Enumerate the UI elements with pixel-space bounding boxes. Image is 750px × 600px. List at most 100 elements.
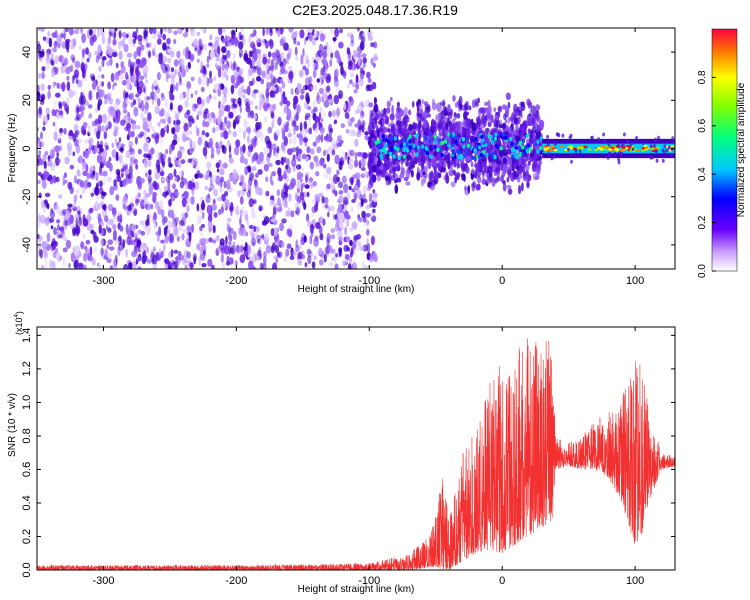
spectrogram-cell — [228, 240, 232, 246]
spectrogram-cell — [38, 249, 42, 257]
spectrogram-cell — [465, 166, 470, 174]
spectrogram-cell — [85, 47, 89, 55]
spectrogram-cell — [273, 255, 279, 261]
spectrogram-cell — [70, 63, 75, 71]
spectrogram-cell — [135, 97, 139, 102]
spectrogram-cell — [134, 198, 140, 204]
spectrogram-cell — [665, 148, 669, 153]
spectrogram-cell — [607, 142, 611, 147]
spectrogram-cell — [125, 248, 128, 258]
spectrogram-cell — [159, 200, 164, 210]
spectrogram-cell — [570, 152, 574, 157]
spectrogram-cell — [221, 28, 227, 34]
spectrogram-cell — [81, 33, 86, 44]
spectrogram-cell — [186, 86, 190, 96]
spectrogram-cell — [342, 196, 348, 206]
spectrogram-cell — [340, 123, 345, 129]
spectrogram-cell — [234, 260, 238, 266]
spectrogram-cell — [217, 68, 222, 78]
spectrogram-cell — [81, 48, 86, 56]
spectrogram-hotspot — [477, 145, 482, 150]
spectrogram-cell — [209, 70, 212, 79]
spectrogram-cell — [147, 175, 152, 183]
spectrogram-cell — [282, 96, 288, 105]
spectrogram-cell — [96, 147, 100, 153]
spectrogram-cell — [263, 256, 267, 267]
spectrogram-cell — [411, 100, 415, 108]
spectrogram-cell — [305, 112, 311, 118]
spectrogram-cell — [101, 74, 105, 79]
spectrogram-cell — [45, 107, 51, 115]
spectrogram-cell — [53, 100, 58, 109]
spectrogram-cell — [296, 164, 300, 170]
spectrogram-cell — [272, 56, 278, 62]
spectrogram-cell — [121, 79, 127, 86]
spectrogram-cell — [215, 126, 219, 132]
spectrogram-cell — [212, 198, 216, 205]
spectrogram-cell — [85, 239, 91, 245]
spectrogram-cell — [194, 181, 200, 190]
spectrogram-cell — [154, 53, 158, 58]
spectrogram-cell — [457, 126, 463, 134]
spectrogram-hotspot — [484, 142, 488, 147]
spectrogram-cell — [305, 174, 308, 184]
spectrogram-cell — [291, 147, 297, 153]
spectrogram-cell — [260, 78, 265, 85]
spectrogram-cell — [402, 120, 408, 129]
spectrogram-cell — [459, 103, 463, 110]
spectrogram-cell — [173, 168, 177, 177]
spectrogram-cell — [329, 98, 334, 103]
spectrogram-cell — [299, 69, 304, 78]
spectrogram-cell — [208, 77, 213, 84]
spectrogram-hotspot — [417, 145, 421, 150]
spectrogram-cell — [478, 109, 482, 118]
spectrogram-cell — [432, 162, 436, 168]
spectrogram-cell — [399, 171, 405, 179]
spectrogram-cell — [265, 62, 269, 69]
spectrogram-cell — [221, 96, 226, 106]
spectrogram-cell — [555, 132, 559, 137]
spectrogram-cell — [617, 160, 621, 165]
spectrogram-cell — [219, 238, 225, 246]
spectrogram-cell — [461, 173, 466, 181]
snr-x-tick-label: -200 — [225, 575, 247, 587]
spectrogram-cell — [447, 162, 451, 170]
spectrogram-cell — [663, 144, 667, 149]
spectrogram-cell — [359, 124, 364, 130]
spectrogram-cell — [231, 107, 237, 114]
spectrogram-cell — [364, 131, 369, 136]
spectrogram-cell — [82, 252, 88, 262]
spectrogram-cell — [42, 153, 47, 161]
spectrogram-cell — [41, 179, 47, 189]
spectrogram-cell — [256, 234, 262, 241]
spectrogram-cell — [226, 185, 231, 192]
spectrogram-cell — [270, 228, 275, 237]
spectrogram-cell — [52, 82, 55, 89]
spectrogram-cell — [286, 108, 292, 119]
spectrogram-cell — [481, 178, 487, 185]
spectrogram-cell — [100, 238, 104, 248]
spectrogram-cell — [223, 180, 227, 189]
spectrogram-cell — [453, 112, 457, 117]
spectrogram-cell — [329, 28, 334, 34]
spectrogram-hotspot — [493, 154, 497, 160]
spectrogram-cell — [422, 155, 427, 162]
spectrogram-cell — [467, 184, 471, 194]
spectrogram-cell — [234, 206, 239, 214]
spectrogram-hotspot — [408, 139, 412, 144]
spectrogram-cell — [305, 77, 310, 87]
spectrogram-cell — [379, 164, 384, 171]
spectrogram-cell — [288, 65, 293, 72]
spectrogram-hotspot — [539, 136, 543, 141]
spectrogram-cell — [299, 29, 305, 39]
spectrogram-cell — [230, 245, 236, 255]
spectrogram-cell — [210, 197, 213, 206]
spectrogram-cell — [317, 50, 323, 57]
spectrogram-cell — [471, 168, 475, 175]
spectrogram-cell — [136, 80, 139, 91]
spectrogram-cell — [230, 29, 236, 36]
spectrogram-cell — [408, 109, 412, 116]
spectrogram-cell — [122, 239, 125, 249]
spectrogram-cell — [527, 128, 532, 133]
spectrogram-y-tick-label: 20 — [21, 94, 33, 106]
